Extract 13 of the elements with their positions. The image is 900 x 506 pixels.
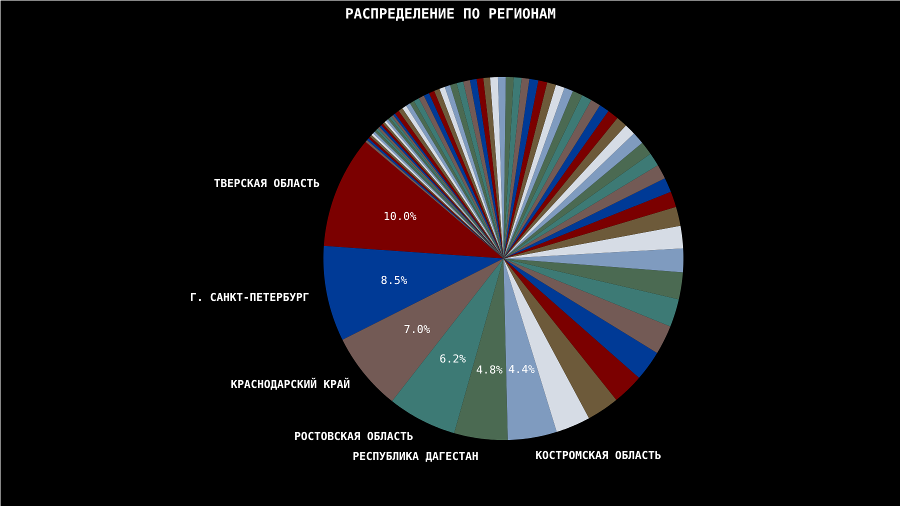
data-label: 7.0% <box>404 323 431 336</box>
slice-label: КРАСНОДАРСКИЙ КРАЙ <box>230 377 350 392</box>
data-label: 8.5% <box>380 274 408 288</box>
data-label: 4.4% <box>508 363 536 376</box>
slice-label: КОСТРОМСКАЯ ОБЛАСТЬ <box>535 449 662 462</box>
chart-title: РАСПРЕДЕЛЕНИЕ ПО РЕГИОНАМ <box>345 6 556 22</box>
slice-label: РОСТОВСКАЯ ОБЛАСТЬ <box>294 430 414 443</box>
slice-label: Г. САНКТ-ПЕТЕРБУРГ <box>190 291 310 304</box>
data-label: 6.2% <box>439 352 466 366</box>
slice-label: РЕСПУБЛИКА ДАГЕСТАН <box>352 450 478 464</box>
data-label: 4.8% <box>476 364 503 377</box>
data-label: 10.0% <box>383 210 417 223</box>
slice-label: ТВЕРСКАЯ ОБЛАСТЬ <box>214 177 320 190</box>
